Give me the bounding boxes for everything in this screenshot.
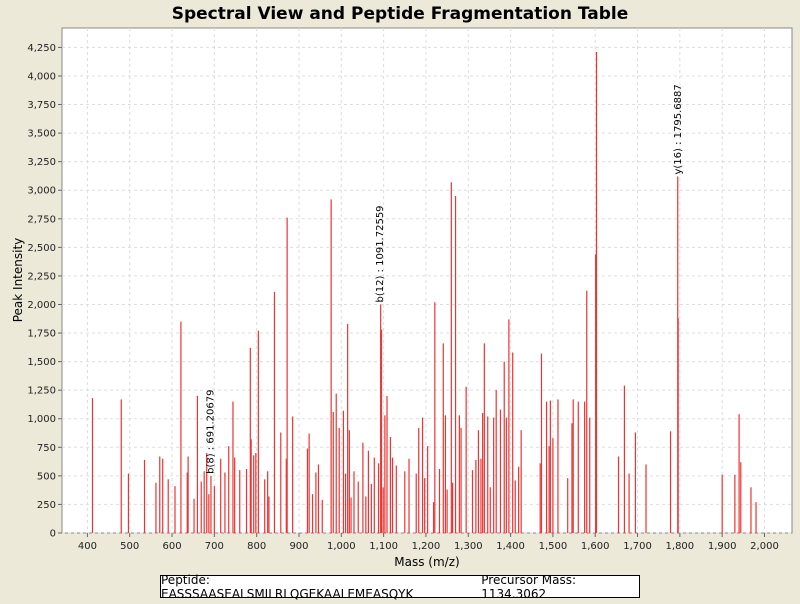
y-axis: 0 250 500 750 1,000 1,250 1,500 1,750 2,000 2,250… xyxy=(27,43,62,540)
legend-box: Peptide: EASSSAASEALSMILRLQGEKAALEMEASQY… xyxy=(160,572,640,601)
x-axis-label: Mass (m/z) xyxy=(394,555,459,569)
y-tick-label: 2,250 xyxy=(27,271,56,282)
x-tick-label: 400 xyxy=(78,541,97,552)
y-tick-label: 1,500 xyxy=(27,357,56,368)
y-axis-label: Peak Intensity xyxy=(11,238,25,323)
x-tick-label: 1,500 xyxy=(539,541,568,552)
x-tick-label: 600 xyxy=(162,541,181,552)
x-tick-label: 1,000 xyxy=(327,541,356,552)
y-tick-label: 1,000 xyxy=(27,414,56,425)
peak-annotation: b(8) : 691.20679 xyxy=(206,390,217,474)
y-tick-label: 2,750 xyxy=(27,214,56,225)
y-tick-label: 750 xyxy=(37,443,56,454)
x-tick-label: 1,100 xyxy=(369,541,398,552)
y-tick-label: 2,000 xyxy=(27,300,56,311)
x-tick-label: 1,700 xyxy=(623,541,652,552)
x-tick-label: 1,800 xyxy=(666,541,695,552)
precursor-mass: Precursor Mass: 1134.3062 xyxy=(481,572,577,601)
x-tick-label: 1,600 xyxy=(581,541,610,552)
y-tick-label: 0 xyxy=(50,529,56,540)
x-tick-label: 1,900 xyxy=(708,541,737,552)
y-tick-label: 3,000 xyxy=(27,186,56,197)
x-tick-label: 800 xyxy=(247,541,266,552)
peak-annotation: b(12) : 1091.72559 xyxy=(375,205,386,302)
y-tick-label: 3,250 xyxy=(27,157,56,168)
y-tick-label: 500 xyxy=(37,471,56,482)
y-tick-label: 4,250 xyxy=(27,43,56,54)
x-tick-label: 900 xyxy=(289,541,308,552)
y-tick-label: 1,250 xyxy=(27,386,56,397)
peak-series xyxy=(91,51,757,533)
y-tick-label: 3,750 xyxy=(27,100,56,111)
y-tick-label: 250 xyxy=(37,500,56,511)
peak-annotation: y(16) : 1795.6887 xyxy=(673,84,684,174)
x-tick-label: 2,000 xyxy=(750,541,779,552)
x-tick-label: 1,400 xyxy=(496,541,525,552)
y-tick-label: 2,500 xyxy=(27,243,56,254)
y-tick-label: 4,000 xyxy=(27,71,56,82)
x-tick-label: 1,300 xyxy=(454,541,483,552)
x-axis: 400 500 600 700 800 900 1,000 1,100 1,200 1,300 1,… xyxy=(78,533,779,552)
peptide-sequence: Peptide: EASSSAASEALSMILRLQGEKAALEMEASQY… xyxy=(161,572,414,601)
x-tick-label: 500 xyxy=(120,541,139,552)
x-tick-label: 700 xyxy=(205,541,224,552)
y-tick-label: 1,750 xyxy=(27,329,56,340)
chart-title: Spectral View and Peptide Fragmentation … xyxy=(172,4,629,24)
y-tick-label: 3,500 xyxy=(27,129,56,140)
x-tick-label: 1,200 xyxy=(412,541,441,552)
peak-annotations: b(8) : 691.20679 b(12) : 1091.72559 y(16) … xyxy=(206,84,684,474)
